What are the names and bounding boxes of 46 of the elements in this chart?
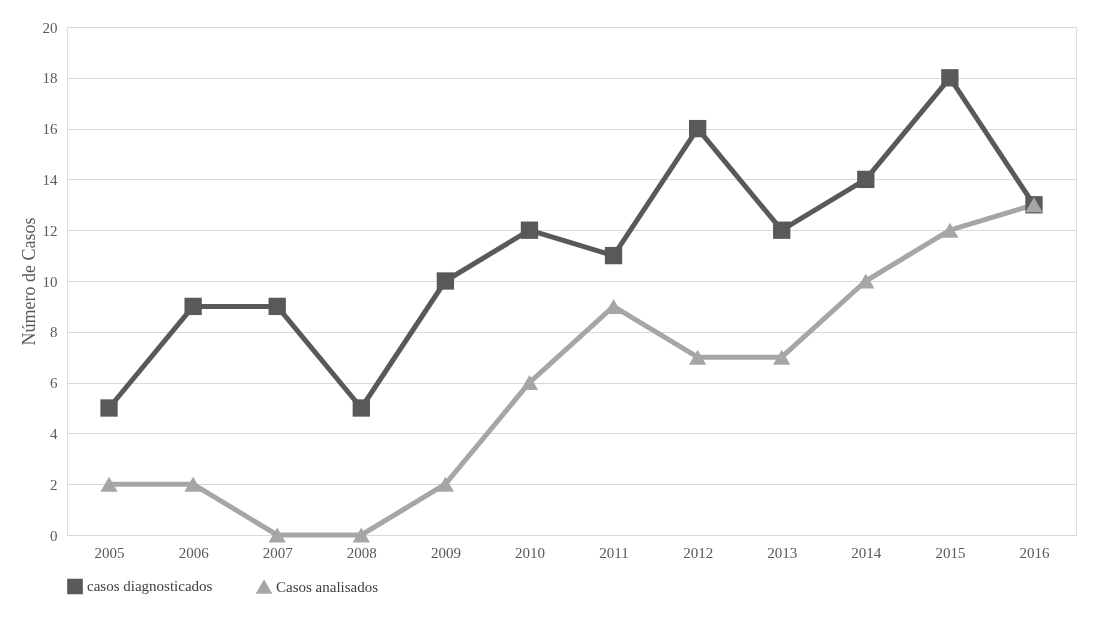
point [941, 69, 959, 87]
legend-label: Casos analisados [276, 578, 379, 595]
point [688, 349, 707, 365]
y-tick-label: 16 [42, 121, 58, 138]
x-tick-label: 2005 [94, 544, 125, 561]
x-tick-label: 2006 [178, 544, 210, 561]
x-tick-label: 2011 [599, 544, 629, 561]
point [773, 221, 791, 239]
y-tick-label: 18 [42, 70, 58, 87]
y-tick-label: 14 [42, 171, 58, 188]
point [268, 297, 286, 316]
y-tick-label: 8 [50, 324, 58, 341]
point [352, 399, 370, 417]
point [100, 476, 118, 492]
point [184, 297, 202, 316]
point [773, 349, 791, 365]
point [941, 222, 959, 238]
y-tick-label: 2 [50, 476, 58, 493]
point [100, 399, 118, 417]
point [352, 527, 370, 543]
point [520, 221, 539, 239]
point [268, 527, 286, 543]
legend-label: casos diagnosticados [87, 578, 213, 595]
point [184, 476, 202, 492]
x-tick-label: 2016 [1019, 544, 1050, 561]
x-tick-label: 2009 [430, 544, 461, 561]
x-tick-label: 2007 [262, 544, 294, 561]
point [604, 246, 623, 265]
y-tick-label: 20 [42, 19, 58, 36]
y-tick-label: 6 [50, 375, 58, 392]
point [520, 375, 539, 391]
x-tick-label: 2012 [683, 544, 714, 561]
x-tick-label: 2010 [514, 544, 545, 561]
point [688, 119, 707, 138]
point [436, 476, 455, 492]
x-tick-label: 2008 [346, 544, 377, 561]
y-axis-title: Número de Casos [18, 217, 39, 346]
point [857, 170, 875, 189]
y-tick-label: 12 [42, 222, 58, 239]
point [436, 272, 455, 290]
x-tick-label: 2014 [851, 544, 882, 561]
y-tick-label: 4 [50, 425, 58, 442]
y-tick-label: 0 [50, 527, 58, 544]
y-tick-label: 10 [42, 273, 58, 290]
x-tick-label: 2015 [935, 544, 966, 561]
x-tick-label: 2013 [767, 544, 798, 561]
